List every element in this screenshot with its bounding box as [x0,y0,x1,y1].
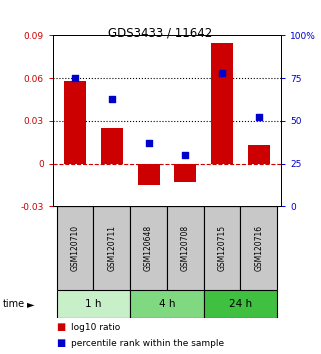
Text: GDS3433 / 11642: GDS3433 / 11642 [108,27,213,40]
Bar [130,290,204,318]
Bar [167,206,204,290]
Bar [174,164,196,182]
Point [183,152,188,158]
Bar [211,42,233,164]
Bar [101,128,123,164]
Text: GSM120715: GSM120715 [218,225,227,271]
Point [256,115,261,120]
Text: ■: ■ [56,338,65,348]
Bar [248,145,270,164]
Text: 24 h: 24 h [229,299,252,309]
Text: 4 h: 4 h [159,299,175,309]
Bar [56,206,93,290]
Bar [137,164,160,185]
Text: log10 ratio: log10 ratio [71,323,120,332]
Bar [204,290,277,318]
Text: time: time [3,299,25,309]
Point [146,140,151,146]
Text: ►: ► [27,299,35,309]
Text: 1 h: 1 h [85,299,102,309]
Bar [64,81,86,164]
Bar [130,206,167,290]
Text: ■: ■ [56,322,65,332]
Bar [93,206,130,290]
Bar [56,290,130,318]
Text: GSM120716: GSM120716 [254,225,263,271]
Text: GSM120648: GSM120648 [144,225,153,271]
Text: percentile rank within the sample: percentile rank within the sample [71,339,224,348]
Text: GSM120711: GSM120711 [107,225,116,271]
Text: GSM120708: GSM120708 [181,225,190,271]
Point [73,75,78,81]
Bar [240,206,277,290]
Text: GSM120710: GSM120710 [71,225,80,271]
Point [220,70,225,76]
Point [109,96,114,102]
Bar [204,206,240,290]
